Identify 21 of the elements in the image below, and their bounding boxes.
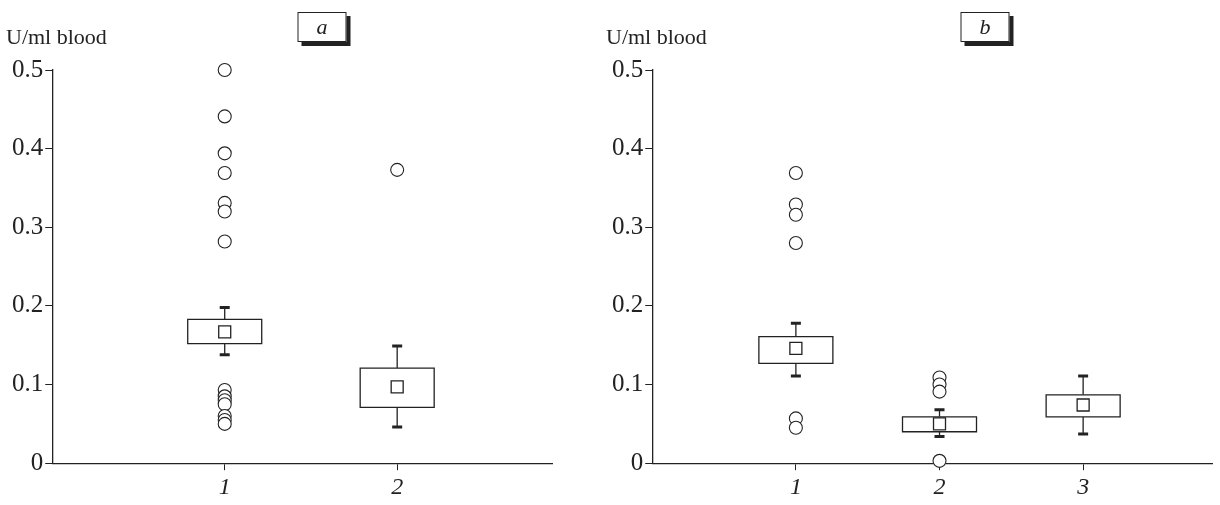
x-tick-label: 3 [1076,472,1090,499]
y-tick-label: 0.2 [12,290,44,318]
y-tick-label: 0.5 [12,54,44,82]
y-tick-label: 0.4 [612,133,644,161]
chart-title: a [297,12,347,42]
chart-title: b [960,12,1010,42]
x-tick-label: 2 [933,472,946,499]
y-tick-label: 0 [630,447,644,475]
y-tick-label: 0 [30,447,44,475]
y-axis-title: U/ml blood [6,24,107,50]
y-tick-label: 0.2 [612,290,644,318]
y-tick-label: 0.1 [12,369,44,397]
y-tick-label: 0.1 [612,369,644,397]
y-tick-label: 0.3 [12,211,44,239]
y-axis-title: U/ml blood [606,24,707,50]
y-tick-label: 0.4 [12,133,44,161]
x-tick-label: 1 [789,472,802,499]
y-tick-label: 0.3 [612,211,644,239]
x-tick-label: 1 [218,472,231,499]
x-tick-label: 2 [391,472,404,499]
y-tick-label: 0.5 [612,54,644,82]
